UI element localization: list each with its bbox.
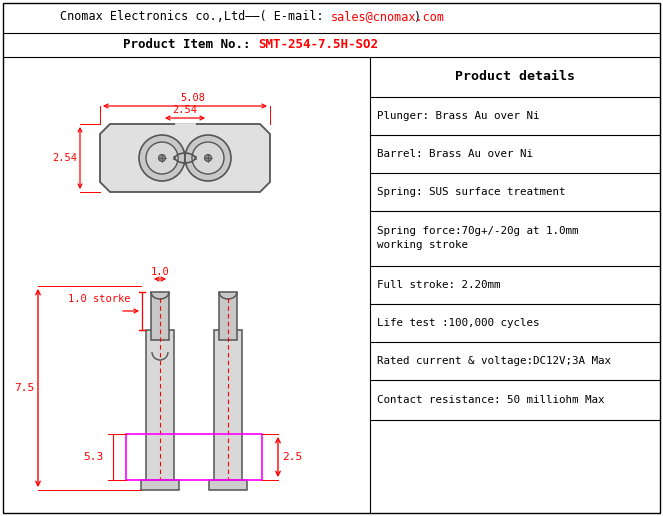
Text: 1.0 storke: 1.0 storke [68,294,131,304]
Text: ): ) [412,10,420,24]
Text: 5.3: 5.3 [84,452,104,462]
Circle shape [192,142,224,174]
Circle shape [158,154,166,162]
Text: Spring: SUS surface treatment: Spring: SUS surface treatment [377,187,566,197]
Text: 1.0: 1.0 [151,267,169,277]
Polygon shape [100,124,270,192]
Text: 5.08: 5.08 [180,93,206,103]
Bar [146,330,174,480]
Text: Product details: Product details [455,71,575,84]
Text: Contact resistance: 50 milliohm Max: Contact resistance: 50 milliohm Max [377,395,605,405]
Text: Cnomax Electronics co.,Ltd——( E-mail:: Cnomax Electronics co.,Ltd——( E-mail: [60,10,331,24]
Text: Plunger: Brass Au over Ni: Plunger: Brass Au over Ni [377,111,540,121]
Bar [141,480,179,490]
Text: Product Item No.:: Product Item No.: [123,39,258,52]
Text: 2.54: 2.54 [172,105,198,115]
Text: Spring force:70g+/-20g at 1.0mm
working stroke: Spring force:70g+/-20g at 1.0mm working … [377,227,579,250]
Text: Life test :100,000 cycles: Life test :100,000 cycles [377,318,540,328]
Bar [151,292,169,340]
Circle shape [204,154,211,162]
Text: SMT-254-7.5H-SO2: SMT-254-7.5H-SO2 [258,39,378,52]
Circle shape [146,142,178,174]
Text: 7.5: 7.5 [14,383,34,393]
Circle shape [139,135,185,181]
Text: Barrel: Brass Au over Ni: Barrel: Brass Au over Ni [377,149,533,159]
Bar [209,480,247,490]
Bar [126,434,262,480]
Text: Full stroke: 2.20mm: Full stroke: 2.20mm [377,280,501,290]
Text: 2.5: 2.5 [282,452,302,462]
Text: 2.54: 2.54 [52,153,77,163]
Bar [214,330,242,480]
Text: sales@cnomax.com: sales@cnomax.com [331,10,445,24]
Circle shape [185,135,231,181]
Bar [219,292,237,340]
Text: Rated current & voltage:DC12V;3A Max: Rated current & voltage:DC12V;3A Max [377,356,611,366]
